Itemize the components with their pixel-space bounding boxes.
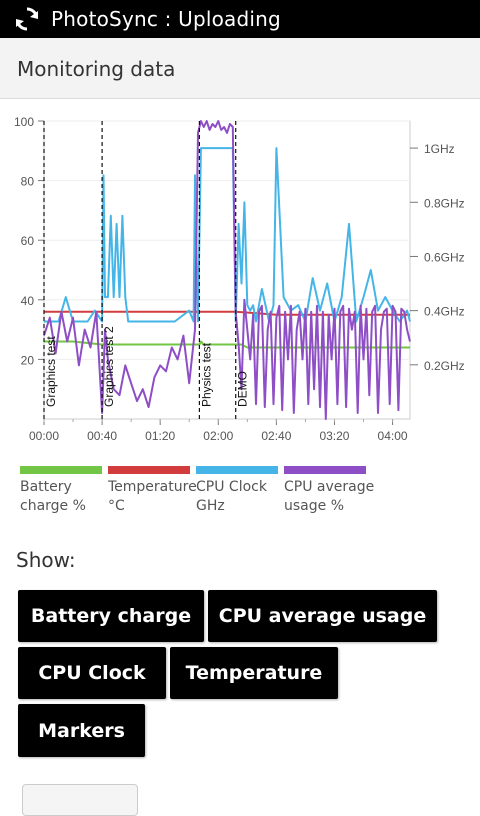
x-tick-label: 02:00 — [203, 429, 233, 443]
toggle-markers-button[interactable]: Markers — [18, 704, 145, 757]
legend-label: Temperature °C — [108, 479, 197, 514]
legend-label: CPU average usage % — [284, 479, 375, 514]
monitoring-chart: 100 80 60 40 20 1GHz 0.8GHz 0.6GHz 0.4GHz 0.2GHz 0… — [0, 99, 480, 459]
x-tick-label: 00:40 — [87, 429, 117, 443]
partial-button[interactable] — [22, 784, 138, 816]
series-line — [44, 310, 410, 316]
marker-label: Graphics test 2 — [102, 326, 116, 407]
toggle-temperature-button[interactable]: Temperature — [170, 647, 338, 699]
y-right-tick-label: 0.2GHz — [424, 359, 465, 373]
legend-cpu-usage: CPU average usage % — [284, 466, 374, 516]
chart-legend: Battery charge % Temperature °C CPU Cloc… — [20, 466, 480, 526]
legend-swatch — [20, 466, 102, 474]
toggle-cpu-usage-button[interactable]: CPU average usage — [208, 590, 437, 642]
series-line — [44, 147, 411, 323]
y-left-tick-label: 20 — [21, 353, 35, 367]
y-left-tick-label: 100 — [14, 115, 34, 129]
legend-label: Battery charge % — [20, 479, 86, 514]
toggle-battery-charge-button[interactable]: Battery charge — [18, 590, 204, 642]
y-right-tick-label: 1GHz — [424, 142, 455, 156]
show-label: Show: — [16, 548, 76, 572]
legend-swatch — [108, 466, 190, 474]
chart-svg: 100 80 60 40 20 1GHz 0.8GHz 0.6GHz 0.4GHz 0.2GHz 0… — [14, 115, 465, 443]
legend-label: CPU Clock GHz — [196, 479, 267, 514]
marker-label: Graphics test — [44, 336, 58, 407]
toggle-cpu-clock-button[interactable]: CPU Clock — [18, 647, 166, 699]
status-bar: PhotoSync : Uploading — [0, 0, 480, 38]
y-left-tick-label: 40 — [21, 294, 35, 308]
status-title: PhotoSync : Uploading — [51, 7, 281, 31]
y-right-tick-label: 0.6GHz — [424, 250, 465, 264]
section-header: Monitoring data — [0, 38, 480, 99]
x-tick-label: 04:00 — [378, 429, 408, 443]
legend-temperature: Temperature °C — [108, 466, 197, 516]
marker-label: Physics test — [199, 342, 213, 407]
x-tick-label: 02:40 — [261, 429, 291, 443]
legend-swatch — [196, 466, 278, 474]
legend-cpu-clock: CPU Clock GHz — [196, 466, 278, 516]
y-right-tick-label: 0.8GHz — [424, 196, 465, 210]
x-tick-label: 01:20 — [145, 429, 175, 443]
section-title: Monitoring data — [17, 57, 176, 81]
legend-swatch — [284, 466, 366, 474]
sync-icon — [16, 7, 38, 31]
y-left-tick-label: 80 — [21, 175, 35, 189]
legend-battery: Battery charge % — [20, 466, 102, 516]
x-tick-label: 03:20 — [319, 429, 349, 443]
y-left-tick-label: 60 — [21, 234, 35, 248]
series-line — [43, 120, 411, 420]
marker-label: DEMO — [236, 371, 250, 407]
x-tick-label: 00:00 — [29, 429, 59, 443]
y-right-tick-label: 0.4GHz — [424, 305, 465, 319]
